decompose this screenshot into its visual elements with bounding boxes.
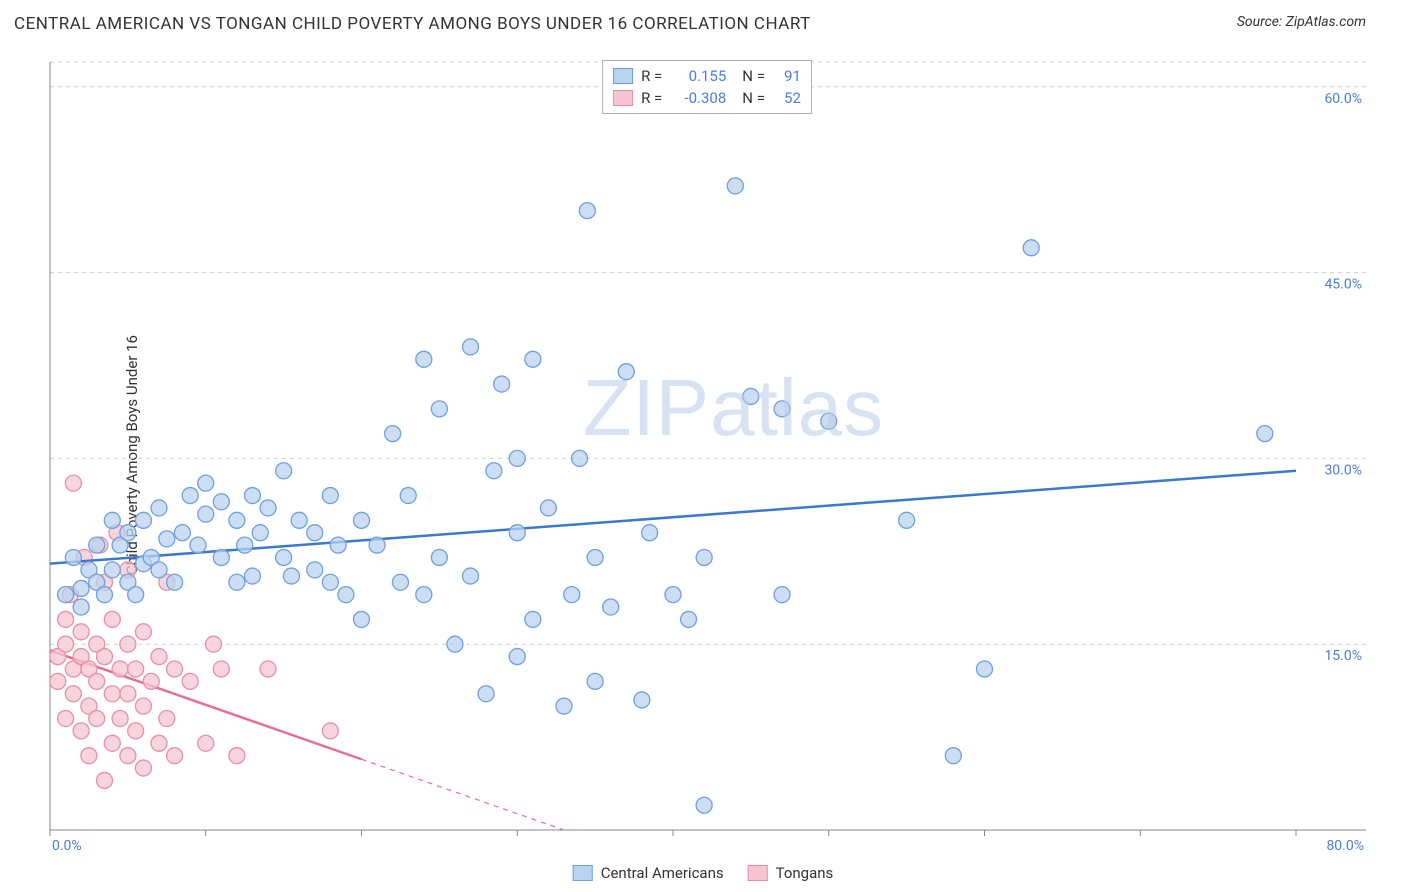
svg-text:15.0%: 15.0% xyxy=(1324,648,1362,664)
svg-text:80.0%: 80.0% xyxy=(1326,838,1364,850)
r-value: -0.308 xyxy=(670,89,726,107)
source-attribution: Source: ZipAtlas.com xyxy=(1237,14,1366,30)
plot-area: Child Poverty Among Boys Under 16 0.0%80… xyxy=(48,60,1366,850)
legend-item: Tongans xyxy=(748,864,834,882)
series-swatch xyxy=(573,865,593,881)
r-label: R = xyxy=(641,67,662,85)
n-label: N = xyxy=(742,89,765,107)
scatter-chart: 0.0% 80.0% 15.0% 30.0% 45.0% 60.0% xyxy=(48,60,1366,850)
series-swatch xyxy=(613,68,633,84)
r-label: R = xyxy=(641,89,662,107)
legend-item: Central Americans xyxy=(573,864,724,882)
correlation-stats-legend: R = 0.155 N = 91 R = -0.308 N = 52 xyxy=(602,60,812,114)
series-legend: Central Americans Tongans xyxy=(573,864,834,882)
legend-label: Tongans xyxy=(776,864,834,882)
chart-title: CENTRAL AMERICAN VS TONGAN CHILD POVERTY… xyxy=(14,14,811,34)
series-swatch xyxy=(748,865,768,881)
svg-text:45.0%: 45.0% xyxy=(1324,277,1362,293)
series-swatch xyxy=(613,90,633,106)
svg-text:0.0%: 0.0% xyxy=(52,838,82,850)
stats-row: R = 0.155 N = 91 xyxy=(613,65,801,87)
svg-text:30.0%: 30.0% xyxy=(1324,462,1362,478)
n-value: 52 xyxy=(773,89,801,107)
stats-row: R = -0.308 N = 52 xyxy=(613,87,801,109)
legend-label: Central Americans xyxy=(601,864,724,882)
r-value: 0.155 xyxy=(670,67,726,85)
svg-text:60.0%: 60.0% xyxy=(1324,91,1362,107)
n-label: N = xyxy=(742,67,765,85)
n-value: 91 xyxy=(773,67,801,85)
